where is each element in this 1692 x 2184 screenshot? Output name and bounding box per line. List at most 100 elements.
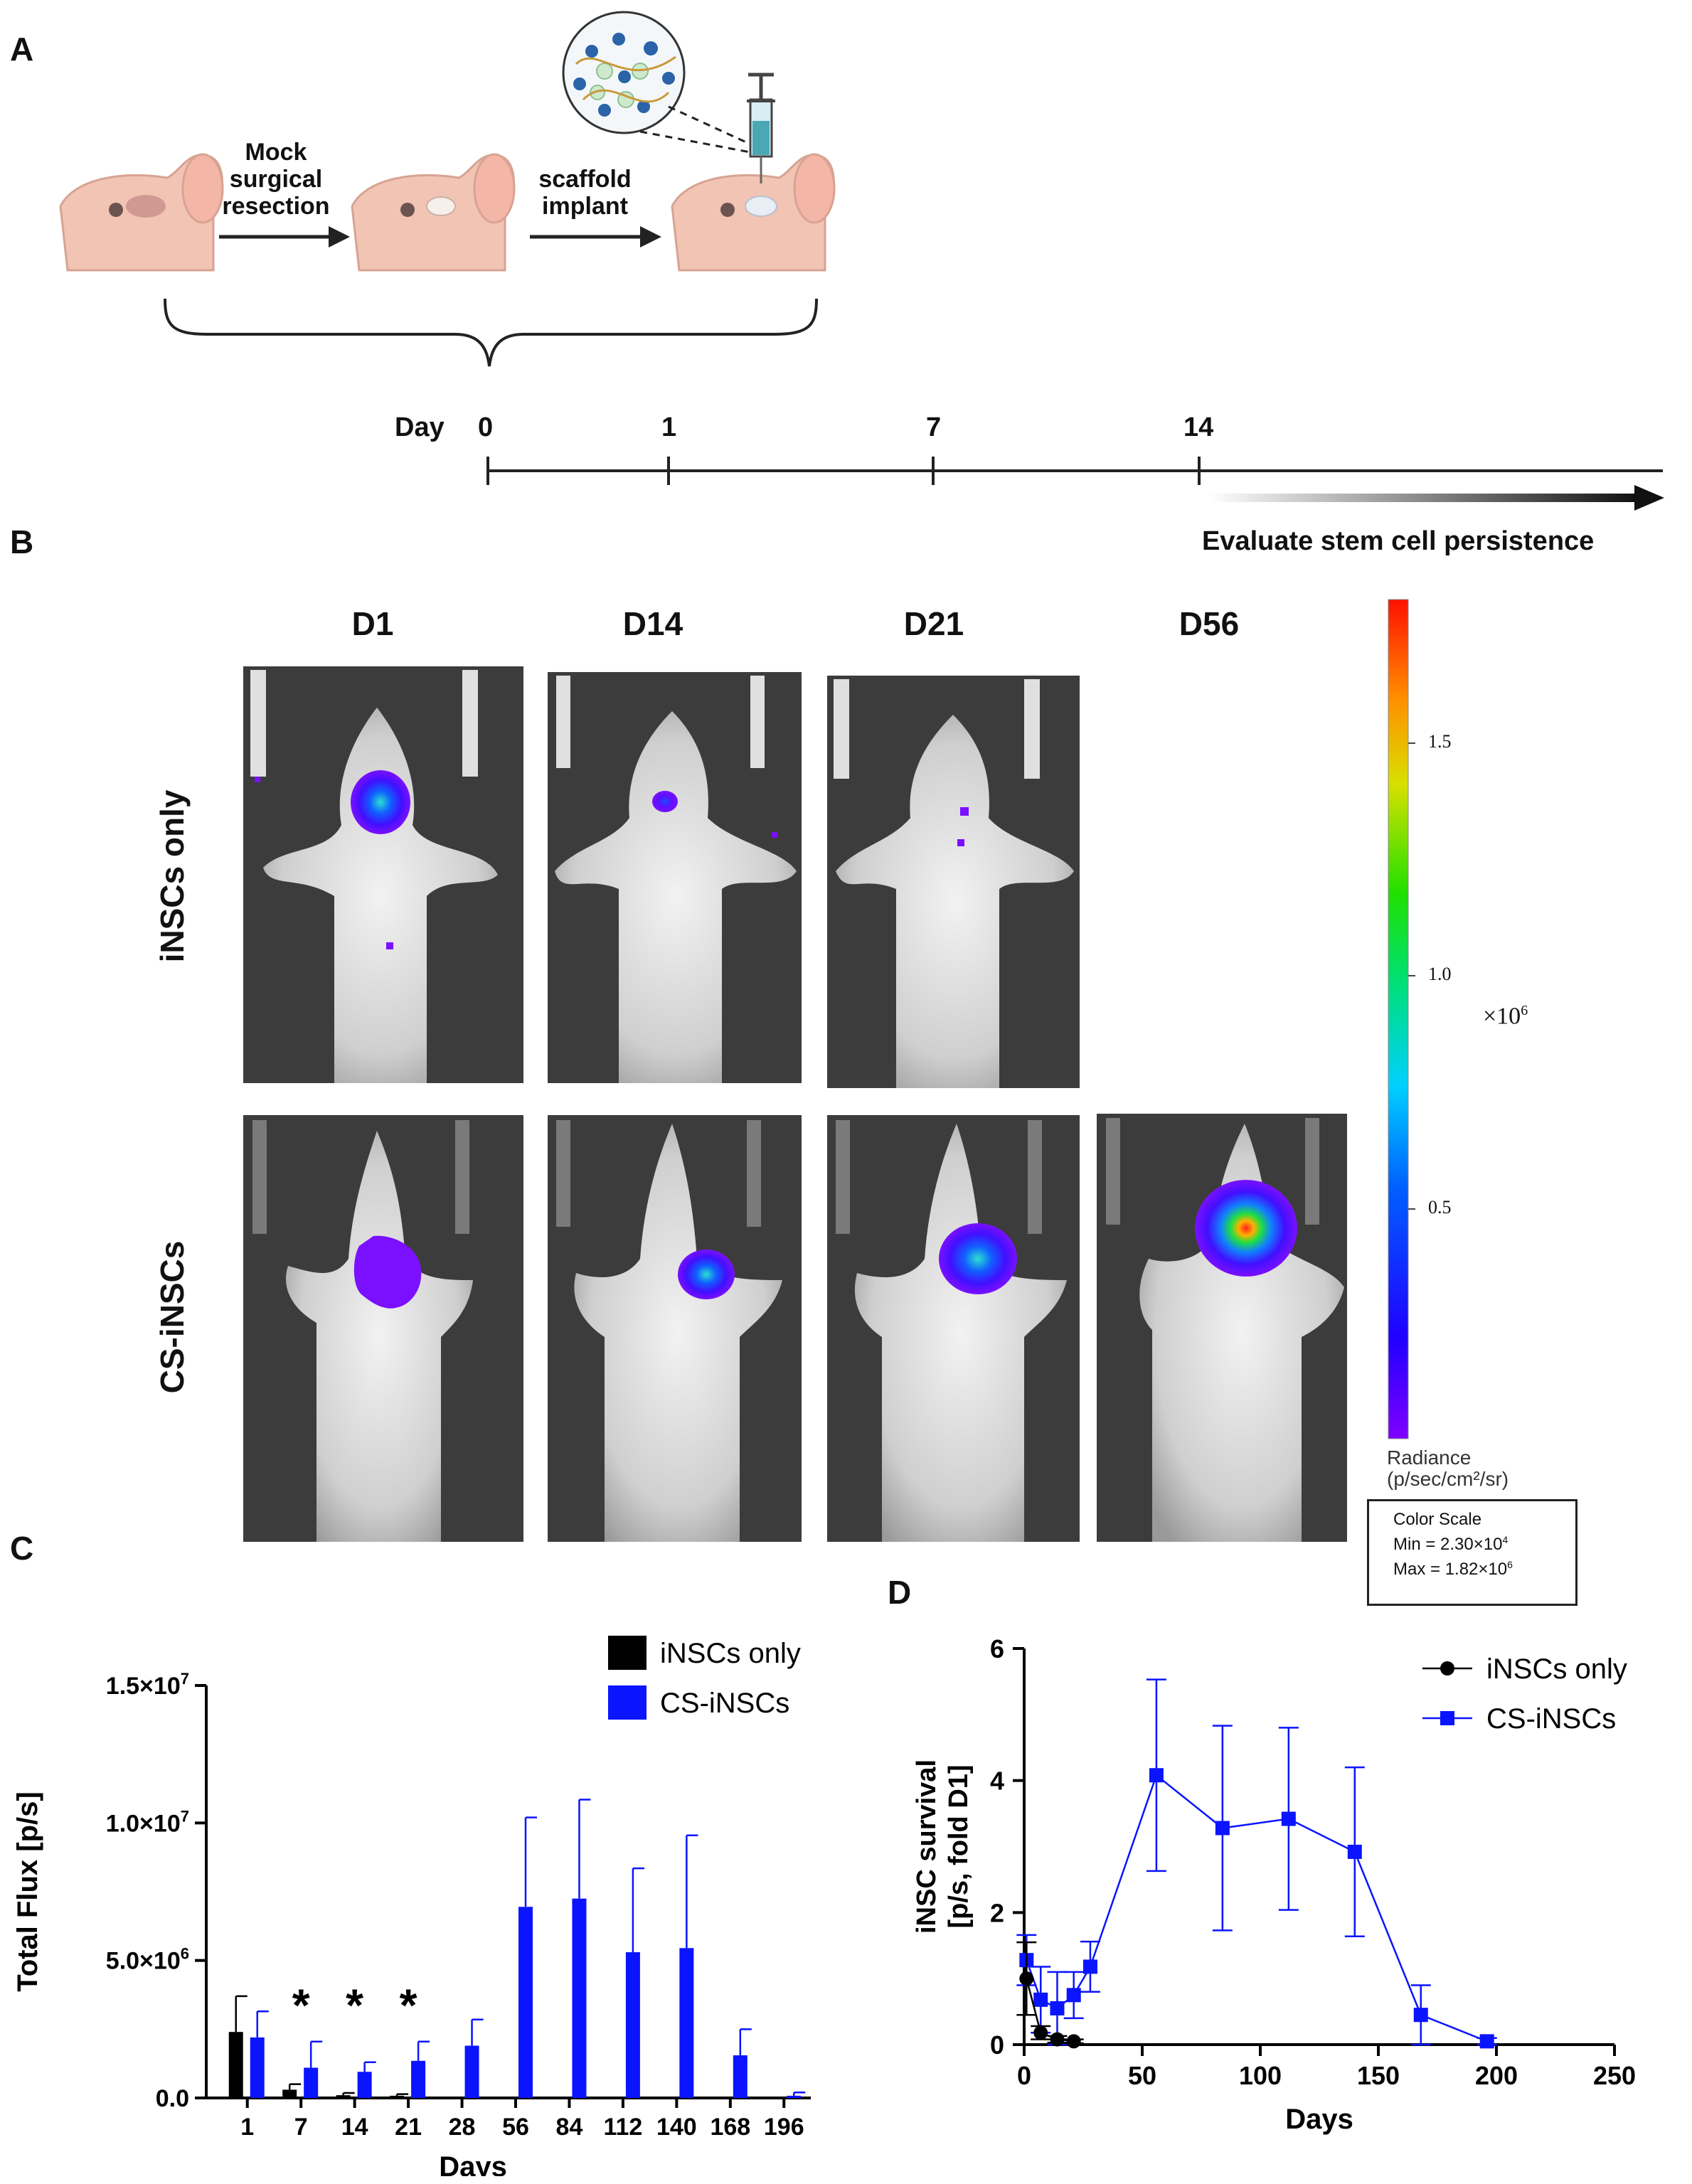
arrow-icon (530, 226, 661, 247)
bar-inscs-only (336, 2095, 351, 2098)
insc-survival-line-chart: 0 2 4 6 0 50 100 150 200 250 iNSC survival [p/s, fo… (912, 1634, 1636, 2135)
x-tick-label: 21 (395, 2114, 422, 2141)
y-tick-label: 0.0 (156, 2085, 189, 2112)
legend-marker-inscs-only (1440, 1661, 1454, 1676)
syringe-icon (747, 73, 775, 183)
data-point-cs-inscs (1347, 1844, 1362, 1859)
legend-label-inscs-only: iNSCs only (660, 1638, 801, 1669)
bar-inscs-only (282, 2089, 297, 2098)
panel-c-letter: C (10, 1530, 34, 1567)
bli-image-cs-inscs-d14 (548, 1115, 802, 1542)
bli-image-inscs-d21 (827, 676, 1080, 1088)
y-tick-label: 5.0×106 (106, 1945, 189, 1975)
x-tick-label: 1 (240, 2114, 254, 2141)
brace-icon (164, 298, 818, 367)
mouse-illustration-3 (671, 153, 836, 272)
y-tick-label: 2 (990, 1898, 1004, 1927)
y-tick-label: 1.0×107 (106, 1807, 189, 1837)
x-tick-label: 200 (1475, 2061, 1518, 2090)
x-tick-label: 100 (1239, 2061, 1282, 2090)
data-point-cs-inscs (1215, 1821, 1230, 1836)
x-tick-label: 7 (294, 2114, 308, 2141)
significance-mark: * (346, 1980, 363, 2031)
colorbar-tick-1-5: 1.5 (1428, 731, 1452, 752)
step1-label: Mock surgical resection (222, 139, 330, 220)
timeline-day-7: 7 (926, 412, 942, 442)
y-axis-label: Total Flux [p/s] (12, 1791, 43, 1991)
bar-cs-inscs (572, 1898, 587, 2098)
y-tick-label: 1.5×107 (106, 1670, 189, 1700)
panel-a-schematic (59, 11, 1664, 511)
x-tick-label: 0 (1017, 2061, 1031, 2090)
colorbar-tick-1-0: 1.0 (1428, 964, 1452, 984)
data-point-cs-inscs (1413, 2008, 1428, 2023)
bar-cs-inscs (357, 2072, 372, 2098)
column-header-d1: D1 (351, 605, 394, 642)
timeline-day-14: 14 (1183, 412, 1214, 442)
data-point-cs-inscs (1149, 1768, 1164, 1783)
column-header-d56: D56 (1178, 605, 1240, 642)
bli-image-cs-inscs-d21 (827, 1115, 1080, 1542)
bar-cs-inscs (733, 2055, 747, 2098)
evaluate-label: Evaluate stem cell persistence (1202, 526, 1595, 556)
bar-inscs-only (228, 2032, 243, 2098)
bar-cs-inscs (518, 1907, 533, 2098)
bar-cs-inscs (464, 2045, 479, 2098)
timeline-day-label: Day (395, 412, 445, 442)
bli-image-inscs-d1 (243, 666, 523, 1083)
color-scale-box: Color Scale Min = 2.30×104 Max = 1.82×10… (1367, 1499, 1577, 1606)
colorbar (1388, 599, 1409, 1439)
series-line-cs-inscs (1026, 1774, 1488, 2042)
y-axis-label-line2: [p/s, fold D1] (944, 1764, 974, 1928)
bli-image-cs-inscs-d56 (1097, 1114, 1347, 1542)
data-point-cs-inscs (1082, 1959, 1097, 1974)
x-tick-label: 168 (710, 2114, 750, 2141)
data-point-cs-inscs (1066, 1988, 1081, 2003)
data-point-inscs-only (1066, 2034, 1081, 2049)
scaffold-inset-icon (562, 11, 755, 154)
y-tick-label: 6 (990, 1634, 1004, 1663)
x-axis-label: Days (439, 2151, 507, 2176)
data-point-inscs-only (1019, 1971, 1034, 1986)
data-point-inscs-only (1033, 2025, 1048, 2040)
data-point-cs-inscs (1479, 2034, 1494, 2049)
bar-cs-inscs (679, 1948, 694, 2098)
x-tick-label: 56 (502, 2114, 529, 2141)
legend-swatch-cs-inscs (608, 1685, 647, 1720)
data-point-inscs-only (1050, 2032, 1065, 2047)
timeline-day-1: 1 (661, 412, 677, 442)
x-tick-label: 112 (603, 2114, 642, 2141)
bar-inscs-only (390, 2095, 405, 2098)
evaluation-arrow-icon (1209, 485, 1664, 511)
timeline-day-0: 0 (478, 412, 494, 442)
significance-mark: * (400, 1980, 417, 2031)
data-point-cs-inscs (1033, 1992, 1048, 2007)
x-tick-label: 50 (1128, 2061, 1156, 2090)
mouse-illustration-2 (351, 153, 516, 272)
x-tick-label: 140 (656, 2114, 697, 2141)
bli-image-inscs-d14 (548, 672, 802, 1083)
column-header-d14: D14 (622, 605, 683, 642)
bli-image-grid (243, 599, 1415, 1542)
bar-cs-inscs (250, 2037, 265, 2098)
data-point-cs-inscs (1281, 1811, 1296, 1826)
mouse-illustration-1 (59, 153, 224, 272)
x-tick-label: 84 (556, 2114, 583, 2141)
bar-cs-inscs (787, 2095, 802, 2098)
colorbar-radiance-label: Radiance (p/sec/cm²/sr) (1387, 1447, 1509, 1490)
x-tick-label: 14 (341, 2114, 368, 2141)
colorbar-multiplier: ×106 (1483, 1003, 1528, 1030)
significance-mark: * (292, 1980, 310, 2031)
x-tick-label: 196 (764, 2114, 804, 2141)
panel-d-letter: D (888, 1574, 912, 1611)
column-header-d21: D21 (903, 605, 964, 642)
panel-a-letter: A (10, 31, 34, 68)
x-axis-label: Days (1285, 2104, 1353, 2135)
arrow-icon (219, 226, 350, 247)
legend-label-inscs-only: iNSCs only (1486, 1653, 1627, 1685)
legend-swatch-inscs-only (608, 1636, 647, 1670)
legend-label-cs-inscs: CS-iNSCs (660, 1688, 789, 1719)
x-tick-label: 250 (1593, 2061, 1636, 2090)
y-tick-label: 4 (990, 1767, 1004, 1796)
y-tick-label: 0 (990, 2030, 1004, 2060)
